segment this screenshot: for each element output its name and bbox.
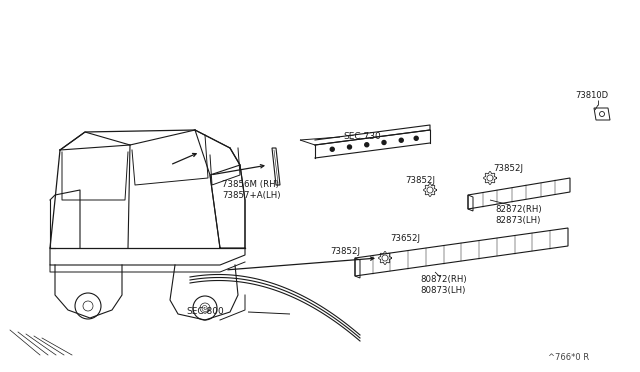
Text: 73652J: 73652J <box>390 234 420 243</box>
Circle shape <box>348 145 351 149</box>
Circle shape <box>399 138 403 142</box>
Text: 73852J: 73852J <box>493 164 523 173</box>
Circle shape <box>382 141 386 144</box>
Text: SEC.800: SEC.800 <box>186 308 224 317</box>
Circle shape <box>330 147 334 151</box>
Text: 73856M (RH)
73857+A(LH): 73856M (RH) 73857+A(LH) <box>222 180 280 200</box>
Text: 73852J: 73852J <box>330 247 360 257</box>
Text: 73852J: 73852J <box>405 176 435 185</box>
Text: SEC.730: SEC.730 <box>343 131 381 141</box>
Text: 82872(RH)
82873(LH): 82872(RH) 82873(LH) <box>495 205 541 225</box>
Circle shape <box>414 136 418 140</box>
Text: 73810D: 73810D <box>575 90 608 99</box>
Text: 80872(RH)
80873(LH): 80872(RH) 80873(LH) <box>420 275 467 295</box>
Text: ^766*0 R: ^766*0 R <box>548 353 589 362</box>
Circle shape <box>365 143 369 147</box>
